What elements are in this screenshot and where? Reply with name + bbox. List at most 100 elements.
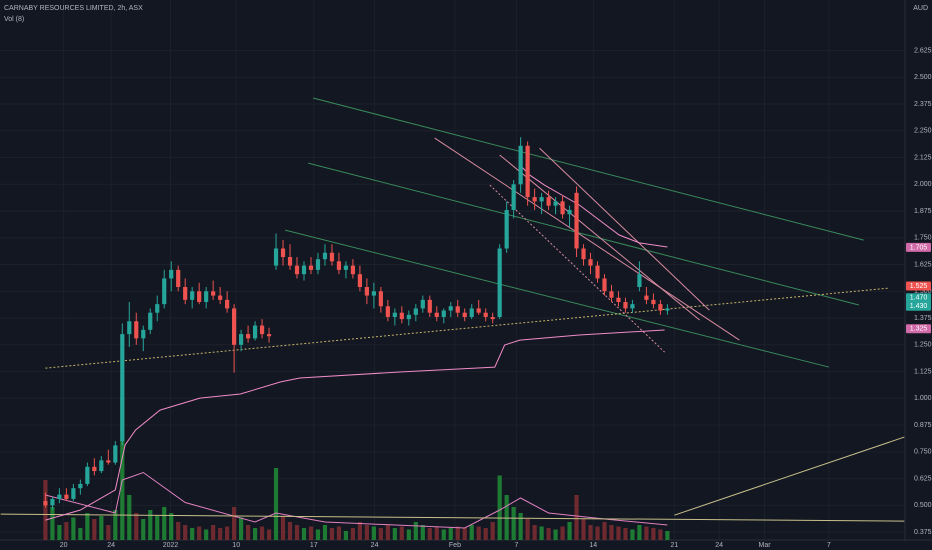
volume-bar [134, 513, 139, 540]
candle-body [658, 304, 663, 311]
candle-body [43, 501, 48, 506]
currency: AUD [913, 5, 928, 12]
volume-bar [252, 528, 258, 540]
volume-bar [50, 507, 55, 540]
candle-body [539, 197, 544, 202]
y-tick-label: 1.875 [914, 208, 932, 215]
volume-bar [308, 526, 314, 540]
volume-bar [546, 528, 551, 540]
candle-body [134, 321, 139, 339]
y-tick-label: 0.875 [914, 422, 932, 429]
volume-bar [225, 526, 230, 540]
volume-bar [595, 526, 600, 540]
candle-body [113, 445, 118, 463]
volume-bar [232, 507, 237, 540]
candle-body [273, 248, 279, 266]
candle-body [141, 329, 146, 339]
candle-body [239, 334, 244, 345]
candle-body [322, 252, 328, 260]
volume-bar [462, 528, 467, 540]
volume-bar [581, 519, 586, 540]
candle-body [364, 287, 369, 296]
volume-bar [364, 525, 369, 540]
candle-body [518, 145, 523, 185]
candle-body [357, 274, 362, 288]
volume-bar [567, 522, 572, 540]
volume-bar [469, 525, 474, 540]
volume-bar [553, 529, 558, 540]
x-tick-label: 24 [371, 542, 379, 549]
volume-bar [413, 522, 418, 540]
volume-bar [204, 529, 209, 540]
candle-body [455, 306, 460, 313]
candle-body [329, 252, 335, 262]
candle-body [525, 145, 530, 198]
candle-body [190, 291, 195, 300]
candle-body [630, 304, 635, 309]
candle-body [336, 261, 342, 270]
candle-body [490, 316, 495, 320]
volume-pane [43, 397, 670, 540]
candle-body [204, 291, 209, 302]
candle-body [651, 299, 656, 305]
x-tick-label: 14 [589, 542, 597, 549]
y-tick-label: 2.375 [914, 101, 932, 108]
volume-bar [420, 525, 425, 540]
volume-bar [448, 528, 453, 540]
volume-bar [218, 528, 223, 540]
candle-body [553, 201, 558, 206]
candle-body [462, 312, 467, 317]
candle-body [155, 304, 160, 313]
volume-bar [532, 525, 537, 540]
volume-bar [616, 526, 621, 540]
candle-body [127, 321, 132, 335]
chart-title: CARNABY RESOURCES LIMITED, 2h, ASX [4, 5, 143, 12]
volume-bar [371, 526, 376, 540]
volume-bar [441, 529, 446, 540]
trend-line [674, 436, 905, 516]
drawings [0, 97, 905, 522]
volume-bar [127, 495, 132, 540]
y-tick-label: 0.750 [914, 449, 932, 456]
candle-body [57, 494, 62, 499]
candle-body [413, 308, 418, 315]
candle-body [567, 209, 572, 215]
volume-bar [141, 519, 146, 540]
candle-body [245, 334, 251, 339]
candle-body [162, 278, 167, 305]
volume-bar [644, 526, 649, 540]
candle-body [64, 494, 69, 499]
candle-body [287, 257, 293, 266]
y-tick-label: 2.250 [914, 128, 932, 135]
candle-body [225, 299, 230, 309]
candle-body [92, 466, 97, 472]
volume-bar [665, 531, 670, 540]
volume-bar [190, 528, 195, 540]
x-tick-label: 2022 [163, 542, 179, 549]
volume-bar [211, 525, 216, 540]
y-tick-label: 2.625 [914, 47, 932, 54]
candle-body [420, 299, 425, 309]
y-tick-label: 2.500 [914, 74, 932, 81]
candle-body [637, 274, 642, 288]
candle-body [148, 312, 153, 330]
y-tick-label: 0.625 [914, 475, 932, 482]
volume-bar [392, 528, 397, 540]
candle-body [406, 314, 411, 320]
candle-body [183, 287, 188, 300]
volume-bar [71, 517, 76, 540]
candle-body [532, 197, 537, 202]
x-tick-label: Feb [449, 542, 461, 549]
candle-body [385, 306, 390, 317]
candle-body [71, 488, 76, 499]
candle-body [546, 197, 551, 206]
price-tag [906, 293, 931, 303]
volume-bar [64, 522, 69, 540]
trend-line [0, 513, 905, 522]
y-tick-label: 0.375 [914, 529, 932, 536]
volume-bar [245, 525, 251, 540]
volume-bar [658, 529, 663, 540]
volume-bar [155, 516, 160, 540]
candle-body [197, 291, 202, 302]
candle-body [169, 269, 174, 279]
